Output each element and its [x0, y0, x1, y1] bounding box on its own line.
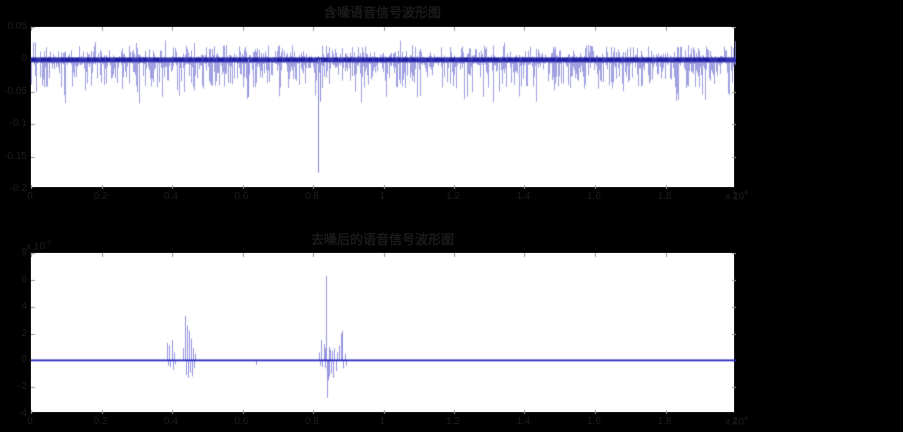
plot2-x-axis-multiplier: x 104 [725, 415, 748, 428]
plot2-waveform-canvas [31, 253, 736, 414]
plot2-y-axis-multiplier: x 10-3 [26, 240, 52, 253]
plot2-x-tick-label: 0 [27, 416, 33, 427]
plot1-waveform-canvas [31, 27, 736, 189]
plot1-y-tick-label: 0 [21, 53, 27, 65]
plot2-y-tick-label: 4 [21, 300, 27, 312]
plot1-title: 含噪语音信号波形图 [323, 5, 441, 20]
plot2-y-tick-label: 8 [21, 247, 27, 258]
plot1-x-tick-label: 0.6 [234, 191, 249, 202]
plot1-x-tick-label: 0.2 [93, 191, 108, 202]
plot2-y-tick-label: 0 [21, 354, 27, 366]
plot1-x-tick-label: 0.8 [305, 191, 319, 202]
plot2-x-tick-label: 0.6 [234, 416, 249, 427]
plot2-y-tick-label: 2 [21, 327, 27, 339]
plot1-y-tick-label: -0.15 [4, 150, 27, 162]
plot1-axes [30, 26, 736, 189]
plot1-x-tick-label: 0 [27, 191, 33, 202]
plot1-x-axis-multiplier: x 104 [725, 190, 748, 203]
plot1-y-tick-label: -0.1 [9, 118, 27, 130]
plot2-y-tick-label: -2 [18, 381, 27, 393]
plot2-y-tick-label: -4 [18, 408, 27, 419]
plot2-x-tick-label: 1.8 [657, 416, 672, 427]
plot1-x-tick-label: 2 [732, 191, 738, 202]
plot1-x-tick-label: 1.6 [587, 191, 601, 202]
plot2-x-tick-label: 0.2 [93, 416, 108, 427]
plot1-x-tick-label: 1.2 [446, 191, 460, 202]
plot2-x-tick-label: 1.6 [587, 416, 601, 427]
plot1-x-tick-label: 1 [379, 191, 386, 202]
plot1-x-tick-label: 1.8 [657, 191, 672, 202]
plot2-x-tick-label: 2 [732, 416, 738, 427]
plot2-y-tick-label: 6 [21, 273, 27, 285]
plot2-x-tick-label: 1 [379, 416, 386, 427]
plot1-y-tick-label: 0.05 [7, 21, 27, 32]
plot2-x-tick-label: 0.8 [305, 416, 319, 427]
plot2-axes [30, 252, 736, 414]
plot1-y-tick-label: -0.05 [4, 85, 27, 97]
plot1-x-tick-label: 0.4 [164, 191, 178, 202]
plot2-x-tick-label: 1.2 [446, 416, 460, 427]
plot1-y-tick-label: -0.2 [9, 183, 27, 194]
plot2-x-tick-label: 0.4 [164, 416, 178, 427]
plot1-x-tick-label: 1.4 [516, 191, 531, 202]
plot2-title: 去噪后的语音信号波形图 [310, 232, 454, 247]
plot2-x-tick-label: 1.4 [516, 416, 531, 427]
